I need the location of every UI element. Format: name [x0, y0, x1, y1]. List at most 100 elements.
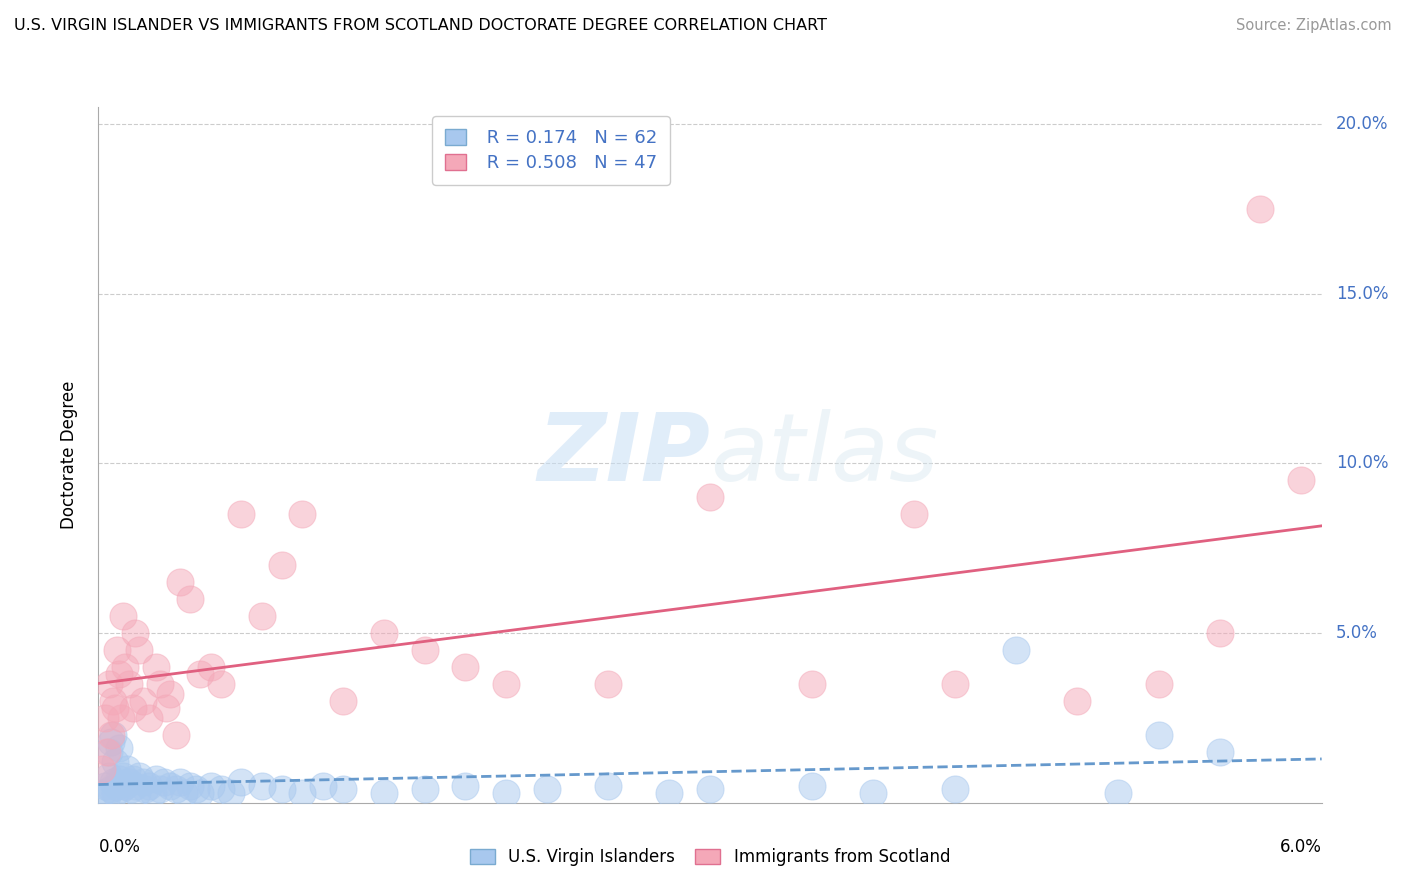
Point — [111, 769, 134, 783]
Point — [200, 779, 222, 793]
Point — [93, 711, 115, 725]
Text: 10.0%: 10.0% — [1336, 454, 1388, 473]
Point — [108, 772, 131, 786]
Point — [104, 755, 127, 769]
Point — [596, 677, 619, 691]
Point — [96, 789, 118, 803]
Legend: U.S. Virgin Islanders, Immigrants from Scotland: U.S. Virgin Islanders, Immigrants from S… — [461, 839, 959, 874]
Point — [169, 575, 191, 590]
Point — [152, 775, 174, 789]
Point — [1208, 626, 1230, 640]
Point — [179, 592, 201, 607]
Point — [132, 694, 155, 708]
Point — [111, 609, 134, 624]
Point — [1147, 728, 1170, 742]
Point — [127, 786, 149, 800]
Point — [100, 782, 122, 797]
Point — [658, 786, 681, 800]
Point — [219, 786, 242, 800]
Point — [903, 508, 925, 522]
Point — [104, 700, 127, 714]
Point — [454, 779, 477, 793]
Point — [165, 782, 187, 797]
Point — [270, 558, 292, 573]
Point — [413, 643, 436, 657]
Point — [110, 711, 132, 725]
Point — [943, 782, 966, 797]
Point — [596, 779, 619, 793]
Point — [115, 762, 138, 776]
Text: U.S. VIRGIN ISLANDER VS IMMIGRANTS FROM SCOTLAND DOCTORATE DEGREE CORRELATION CH: U.S. VIRGIN ISLANDER VS IMMIGRANTS FROM … — [14, 18, 827, 33]
Point — [169, 775, 191, 789]
Point — [862, 786, 884, 800]
Point — [291, 508, 314, 522]
Point — [1249, 202, 1271, 216]
Text: 6.0%: 6.0% — [1279, 838, 1322, 855]
Point — [454, 660, 477, 674]
Point — [91, 762, 114, 776]
Text: Source: ZipAtlas.com: Source: ZipAtlas.com — [1236, 18, 1392, 33]
Point — [114, 660, 136, 674]
Point — [110, 782, 132, 797]
Point — [101, 728, 124, 742]
Point — [97, 677, 120, 691]
Text: 5.0%: 5.0% — [1336, 624, 1378, 642]
Point — [159, 687, 181, 701]
Point — [801, 677, 824, 691]
Point — [250, 609, 273, 624]
Point — [138, 711, 160, 725]
Point — [122, 700, 145, 714]
Point — [159, 779, 181, 793]
Point — [142, 786, 165, 800]
Point — [270, 782, 292, 797]
Point — [186, 782, 208, 797]
Point — [173, 786, 195, 800]
Point — [291, 786, 314, 800]
Point — [536, 782, 558, 797]
Point — [134, 782, 156, 797]
Text: atlas: atlas — [710, 409, 938, 500]
Text: ZIP: ZIP — [537, 409, 710, 501]
Point — [250, 779, 273, 793]
Point — [943, 677, 966, 691]
Point — [124, 626, 146, 640]
Point — [1147, 677, 1170, 691]
Point — [105, 643, 128, 657]
Text: 15.0%: 15.0% — [1336, 285, 1388, 302]
Point — [124, 779, 146, 793]
Point — [108, 666, 131, 681]
Point — [145, 772, 167, 786]
Point — [149, 677, 172, 691]
Point — [122, 772, 145, 786]
Point — [91, 786, 114, 800]
Point — [188, 666, 211, 681]
Point — [209, 782, 232, 797]
Point — [93, 779, 115, 793]
Point — [114, 779, 136, 793]
Point — [105, 779, 128, 793]
Point — [96, 745, 118, 759]
Point — [104, 786, 127, 800]
Point — [97, 769, 120, 783]
Text: 0.0%: 0.0% — [98, 838, 141, 855]
Point — [108, 741, 131, 756]
Point — [101, 775, 124, 789]
Point — [1291, 474, 1313, 488]
Point — [495, 786, 517, 800]
Point — [128, 769, 150, 783]
Point — [801, 779, 824, 793]
Point — [1107, 786, 1129, 800]
Text: 20.0%: 20.0% — [1336, 115, 1388, 133]
Point — [495, 677, 517, 691]
Point — [179, 779, 201, 793]
Point — [132, 775, 155, 789]
Point — [699, 782, 721, 797]
Point — [1066, 694, 1088, 708]
Point — [138, 779, 160, 793]
Point — [332, 694, 354, 708]
Point — [699, 491, 721, 505]
Point — [128, 643, 150, 657]
Point — [120, 782, 142, 797]
Point — [209, 677, 232, 691]
Point — [100, 735, 122, 749]
